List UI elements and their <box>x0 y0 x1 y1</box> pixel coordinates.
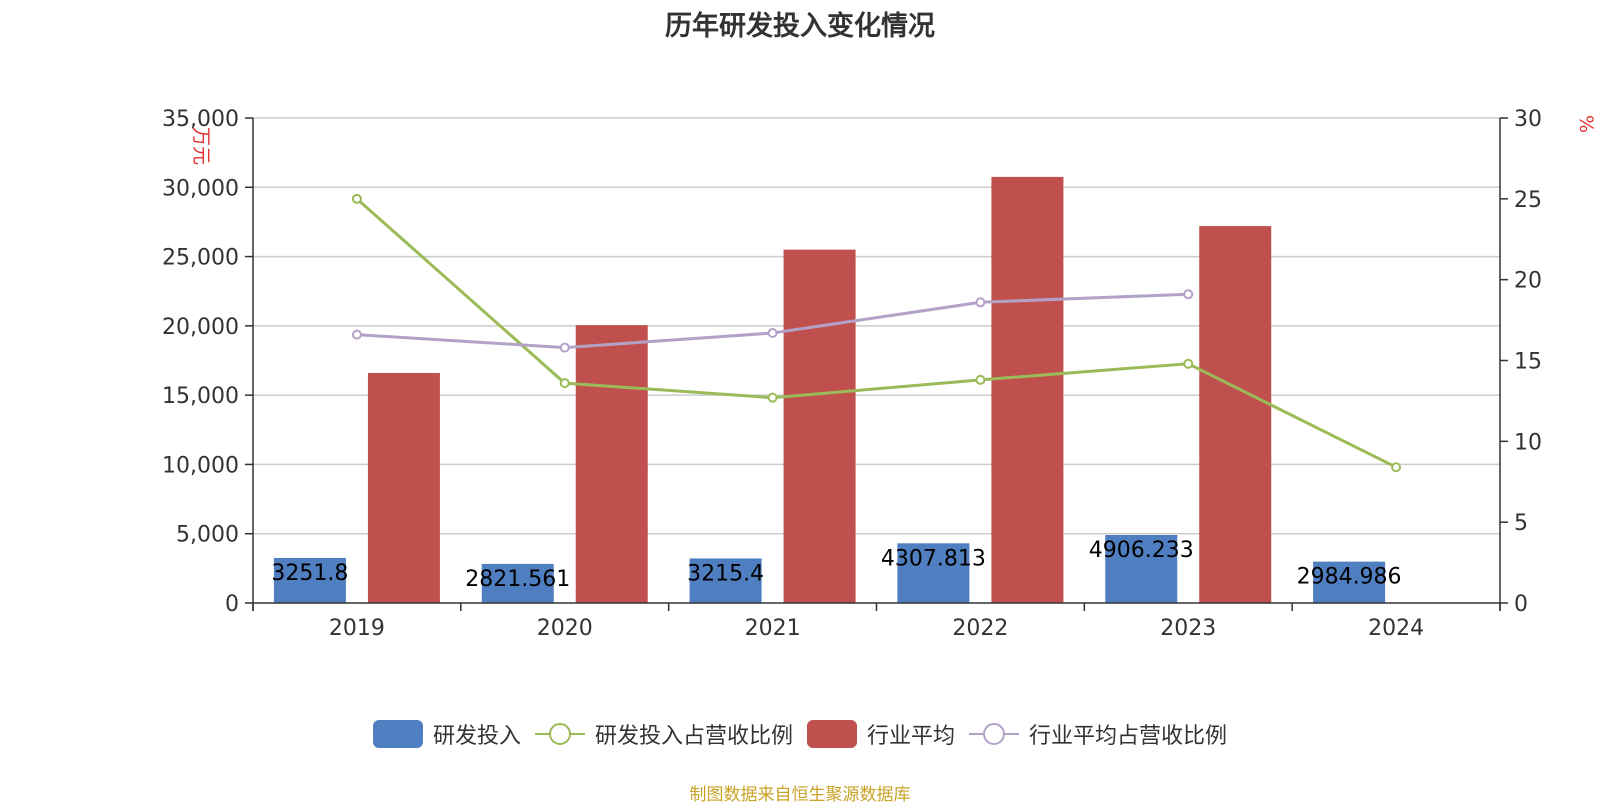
point-rd-ratio <box>1391 462 1402 473</box>
x-tick-label: 2019 <box>329 616 385 641</box>
y-right-tick-label: 15 <box>1514 350 1542 375</box>
x-tick-label: 2022 <box>952 616 1008 641</box>
x-tick-label: 2024 <box>1368 616 1424 641</box>
bar-industry-avg <box>575 325 648 603</box>
bar-data-label: 4906.233 <box>1089 538 1194 563</box>
y-right-tick-label: 30 <box>1514 107 1542 132</box>
point-rd-ratio <box>1183 358 1194 369</box>
bar-data-label: 2821.561 <box>465 567 570 592</box>
bar-industry-avg <box>367 372 440 603</box>
legend-item-rd-investment[interactable]: 研发投入 <box>372 718 521 750</box>
y-left-tick-label: 0 <box>225 592 239 617</box>
legend-swatch-industry-ratio <box>969 723 1020 745</box>
legend-item-industry-ratio[interactable]: 行业平均占营收比例 <box>969 718 1227 750</box>
point-rd-ratio <box>351 193 362 204</box>
legend-label-industry-avg: 行业平均 <box>867 724 956 749</box>
y-right-tick-label: 20 <box>1514 269 1542 294</box>
chart-svg: 0 5,000 10,000 15,000 20,000 25,000 30,000 35,0… <box>162 107 1597 641</box>
x-tick-label: 2023 <box>1160 616 1216 641</box>
legend-label-industry-ratio: 行业平均占营收比例 <box>1029 724 1228 749</box>
legend-swatch-rd-ratio <box>534 723 585 745</box>
bar-data-label: 3215.4 <box>687 561 764 586</box>
bar-rd-investment <box>1105 535 1178 603</box>
point-industry-ratio <box>975 297 986 308</box>
grid-lines <box>253 117 1500 535</box>
y-right-tick-label: 25 <box>1514 188 1542 213</box>
line-industry-ratio <box>356 292 1189 350</box>
legend: 研发投入 研发投入占营收比例 行业平均 行业平均占营收比例 <box>0 718 1600 750</box>
point-industry-ratio <box>767 328 778 339</box>
point-industry-ratio <box>1183 289 1194 300</box>
point-industry-ratio <box>559 342 570 353</box>
y-right-tick-label: 5 <box>1514 511 1528 536</box>
point-rd-ratio <box>767 392 778 403</box>
bar-rd-investment <box>1313 561 1386 603</box>
bar-rd-investment <box>273 557 346 603</box>
y-left-tick-label: 20,000 <box>162 315 239 340</box>
y-left-tick-label: 10,000 <box>162 453 239 478</box>
legend-label-rd-ratio: 研发投入占营收比例 <box>594 724 793 749</box>
y-left-tick-label: 5,000 <box>176 523 239 548</box>
point-industry-ratio <box>351 329 362 340</box>
bar-data-label: 4307.813 <box>881 546 986 571</box>
y-left-tick-label: 35,000 <box>162 107 239 132</box>
chart-title: 历年研发投入变化情况 <box>665 11 935 42</box>
point-rd-ratio <box>975 374 986 385</box>
legend-swatch-industry-avg <box>807 720 857 748</box>
bars-group <box>273 176 1386 604</box>
y-right-axis-label: % <box>1575 115 1597 133</box>
bar-industry-avg <box>783 249 856 603</box>
data-labels-group: 3251.8 2821.561 3215.4 4307.813 4906.233 2984… <box>271 538 1401 592</box>
y-left-axis-label: 万元 <box>190 127 212 165</box>
legend-item-rd-ratio[interactable]: 研发投入占营收比例 <box>534 718 793 750</box>
axes-group: 0 5,000 10,000 15,000 20,000 25,000 30,000 35,0… <box>162 107 1597 641</box>
bar-industry-avg <box>991 176 1064 603</box>
legend-swatch-rd-investment <box>372 720 423 748</box>
y-left-tick-label: 25,000 <box>162 246 239 271</box>
legend-label-rd-investment: 研发投入 <box>432 724 521 749</box>
source-note: 制图数据来自恒生聚源数据库 <box>689 785 911 805</box>
legend-item-industry-avg[interactable]: 行业平均 <box>807 718 955 750</box>
bar-data-label: 3251.8 <box>271 561 348 586</box>
bar-industry-avg <box>1199 226 1272 604</box>
y-right-tick-label: 10 <box>1514 430 1542 455</box>
bar-data-label: 2984.986 <box>1297 565 1402 590</box>
x-tick-label: 2021 <box>745 616 801 641</box>
lines-group <box>351 193 1402 473</box>
x-tick-label: 2020 <box>537 616 593 641</box>
line-rd-ratio <box>355 197 1397 469</box>
y-left-tick-label: 15,000 <box>162 384 239 409</box>
bar-rd-investment <box>481 563 554 603</box>
bar-rd-investment <box>897 543 970 603</box>
point-rd-ratio <box>559 378 570 389</box>
y-right-tick-label: 0 <box>1514 592 1528 617</box>
y-left-tick-label: 30,000 <box>162 176 239 201</box>
bar-rd-investment <box>689 558 762 603</box>
